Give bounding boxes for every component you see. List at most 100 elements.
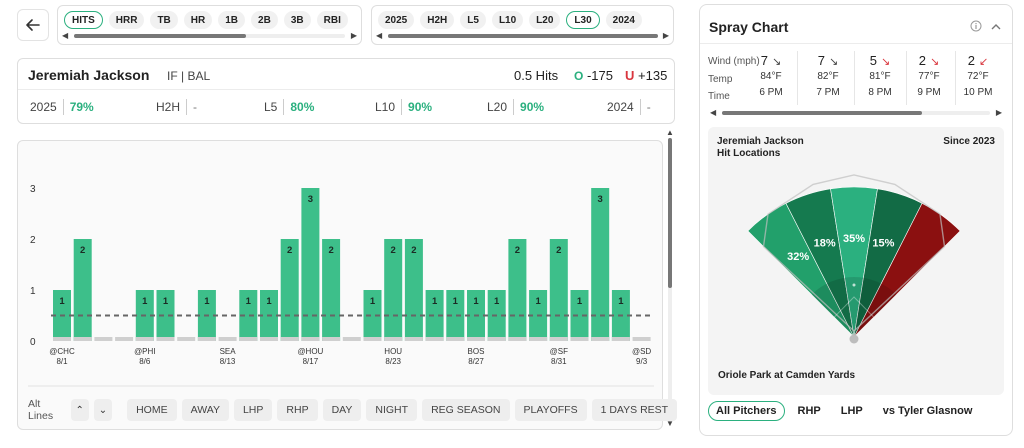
stat-filter-scrollbar[interactable]: ◀ ▶ [62, 32, 357, 40]
wind-speed: 7 ↘ [746, 53, 796, 68]
range-filter-chips: 2025 H2H L5 L10 L20 L30 2024 [378, 11, 642, 29]
info-icon[interactable] [970, 20, 982, 32]
over-odds[interactable]: O -175 [574, 68, 613, 83]
bar-value-label: 2 [515, 245, 520, 256]
filter-away[interactable]: AWAY [181, 399, 229, 421]
bar-base [425, 337, 444, 341]
filter-home[interactable]: HOME [127, 399, 177, 421]
scroll-left-icon[interactable]: ◀ [62, 31, 69, 40]
y-tick-label: 3 [30, 184, 36, 195]
page-scrollbar[interactable]: ▲ ▼ [666, 128, 674, 428]
range-filter-scrollbar[interactable]: ◀ ▶ [376, 32, 669, 40]
bar-zero [177, 337, 196, 341]
scroll-left-icon[interactable]: ◀ [376, 31, 383, 40]
bar-base [529, 337, 548, 341]
temp-label: Temp [708, 74, 733, 85]
alt-line-up-button[interactable]: ⌃ [70, 399, 89, 421]
filter-night[interactable]: NIGHT [366, 399, 418, 421]
filter-reg-season[interactable]: REG SEASON [422, 399, 510, 421]
scroll-right-icon[interactable]: ▶ [995, 108, 1002, 117]
pitcher-tab-lhp[interactable]: LHP [840, 405, 863, 417]
bar-base [487, 337, 506, 341]
bar-base [301, 337, 320, 341]
game-log-chart-panel: 0 1 2 3 1 2 1 1 1 1 1 2 3 2 1 2 2 1 1 1 1 2 1 2 1 3 1 @CHC 8/1 @PHI 8/… [17, 140, 678, 430]
alt-line-down-button[interactable]: ⌄ [93, 399, 113, 421]
weather-hour: 2 ↙ 72°F 10 PM [953, 53, 1003, 98]
range-chip-l10[interactable]: L10 [491, 11, 524, 29]
spray-zone [853, 202, 961, 338]
scroll-right-icon[interactable]: ▶ [350, 31, 357, 40]
filter-lhp[interactable]: LHP [233, 399, 273, 421]
range-chip-h2h[interactable]: H2H [420, 11, 455, 29]
range-chip-l20[interactable]: L20 [529, 11, 561, 29]
range-chip-2025[interactable]: 2025 [378, 11, 415, 29]
bar-base [260, 337, 278, 341]
pitcher-tab-vs-tyler-glasnow[interactable]: vs Tyler Glasnow [882, 405, 973, 417]
x-tick-date: 8/6 [139, 357, 151, 366]
x-tick-date: 8/17 [303, 357, 319, 366]
range-chip-2024[interactable]: 2024 [605, 11, 642, 29]
split-label: L10 [375, 100, 396, 114]
split-divider [62, 99, 64, 115]
filter-1-days-rest[interactable]: 1 DAYS REST [591, 399, 678, 421]
range-chip-l30[interactable]: L30 [566, 11, 600, 29]
stat-chip-rbi[interactable]: RBI [316, 11, 348, 29]
x-tick-opponent: @SF [550, 347, 568, 356]
stat-chip-3b[interactable]: 3B [283, 11, 311, 29]
range-chip-l5[interactable]: L5 [460, 11, 486, 29]
field-subtitle: Hit Locations [717, 148, 781, 159]
bar-base [280, 337, 299, 341]
filter-day[interactable]: DAY [322, 399, 362, 421]
wind-speed: 5 ↘ [855, 53, 905, 68]
bar-base [591, 337, 610, 341]
split-divider [401, 99, 403, 115]
forecast-time: 6 PM [759, 87, 783, 98]
pitchers-mound [852, 283, 856, 287]
split-2024: 2024- [607, 99, 651, 115]
weather-hour: 7 ↘ 84°F 6 PM [746, 53, 796, 98]
under-odds[interactable]: U +135 [625, 68, 667, 83]
temperature: 84°F [760, 71, 782, 82]
pitcher-tab-rhp[interactable]: RHP [797, 405, 821, 417]
stat-chip-1b[interactable]: 1B [218, 11, 246, 29]
stat-filter-chips: HITS HRR TB HR 1B 2B 3B RBI [64, 11, 348, 29]
situation-filters: HOME AWAY LHP RHP DAY NIGHT REG SEASON PLAYOFFS… [127, 399, 678, 421]
bar [156, 290, 175, 341]
bar-zero [94, 337, 113, 341]
chevron-up-icon[interactable] [990, 21, 1002, 33]
spray-chart-title: Spray Chart [709, 19, 789, 35]
stat-chip-2b[interactable]: 2B [251, 11, 278, 29]
bar-value-label: 1 [473, 296, 479, 307]
prop-line: 0.5 Hits [514, 68, 559, 83]
stat-chip-hits[interactable]: HITS [64, 11, 103, 29]
bar-base [404, 337, 423, 341]
split-2025: 2025 79% [30, 99, 94, 115]
split-divider [639, 99, 641, 115]
stat-chip-hrr[interactable]: HRR [108, 11, 145, 29]
y-tick-label: 0 [30, 337, 36, 348]
back-button[interactable] [17, 9, 49, 41]
filter-rhp[interactable]: RHP [277, 399, 318, 421]
bar-zero [632, 337, 651, 341]
weather-divider [854, 51, 855, 105]
stat-chip-hr[interactable]: HR [183, 11, 213, 29]
filter-playoffs[interactable]: PLAYOFFS [514, 399, 587, 421]
split-label: 2024 [607, 100, 634, 114]
scroll-up-icon[interactable]: ▲ [666, 128, 674, 137]
weather-scrollbar[interactable]: ◀ ▶ [710, 109, 1002, 117]
temperature: 82°F [817, 71, 839, 82]
weather-divider [955, 51, 956, 105]
pitcher-tab-all-pitchers[interactable]: All Pitchers [708, 401, 785, 421]
scroll-down-icon[interactable]: ▼ [666, 419, 674, 428]
wind-direction-icon: ↙ [979, 56, 989, 68]
x-tick-opponent: @CHC [49, 347, 75, 356]
bar-value-label: 2 [287, 245, 292, 256]
bar [404, 239, 423, 341]
bar-value-label: 1 [266, 296, 272, 307]
scroll-right-icon[interactable]: ▶ [662, 31, 669, 40]
scroll-left-icon[interactable]: ◀ [710, 108, 717, 117]
x-tick-opponent: HOU [384, 347, 402, 356]
x-tick-opponent: SEA [220, 347, 237, 356]
bar-value-label: 3 [308, 194, 313, 205]
stat-chip-tb[interactable]: TB [150, 11, 178, 29]
